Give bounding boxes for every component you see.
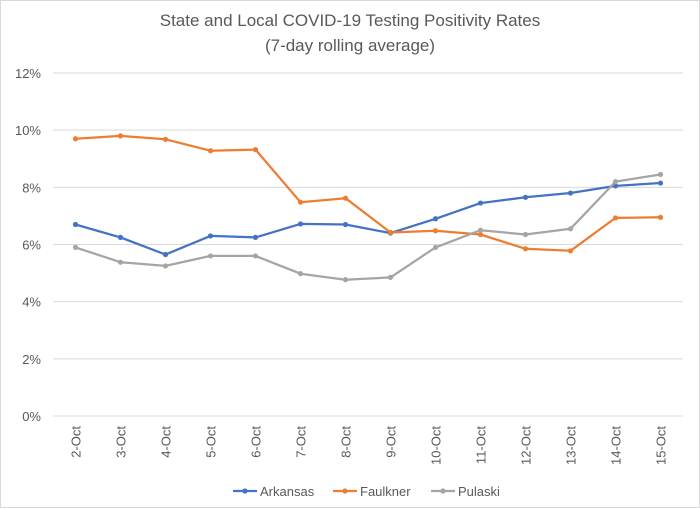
- data-point-arkansas: [72, 221, 79, 228]
- x-tick-label: 14-Oct: [609, 426, 624, 465]
- chart-title: State and Local COVID-19 Testing Positiv…: [160, 11, 540, 30]
- data-point-pulaski: [387, 274, 394, 280]
- data-point-pulaski: [207, 253, 214, 259]
- data-point-arkansas: [477, 200, 484, 206]
- data-point-pulaski: [432, 244, 439, 250]
- x-tick-label: 15-Oct: [654, 426, 669, 465]
- series-line-pulaski: [75, 173, 661, 281]
- y-tick-label: 4%: [22, 295, 41, 310]
- legend-label-arkansas: Arkansas: [260, 484, 315, 499]
- gridlines: [53, 72, 683, 417]
- data-point-arkansas: [342, 221, 349, 228]
- data-point-pulaski: [612, 179, 619, 185]
- data-point-pulaski: [72, 244, 79, 250]
- data-point-faulkner: [432, 228, 439, 234]
- legend-marker-faulkner: [342, 488, 348, 494]
- data-point-faulkner: [477, 231, 484, 238]
- data-point-pulaski: [477, 227, 484, 233]
- legend-marker-pulaski: [440, 488, 446, 494]
- x-tick-label: 2-Oct: [69, 426, 84, 458]
- x-tick-label: 6-Oct: [249, 426, 264, 458]
- data-point-arkansas: [432, 216, 439, 222]
- data-point-arkansas: [207, 233, 214, 239]
- data-point-arkansas: [117, 234, 124, 240]
- series-lines: [72, 133, 664, 283]
- data-point-faulkner: [567, 248, 574, 254]
- y-axis-tick-labels: 0% 2% 4% 6% 8% 10% 12%: [15, 66, 41, 424]
- data-point-faulkner: [297, 199, 304, 205]
- y-tick-label: 6%: [22, 238, 41, 253]
- series-line-faulkner: [75, 134, 661, 252]
- legend-label-pulaski: Pulaski: [458, 484, 500, 499]
- data-point-faulkner: [207, 148, 214, 154]
- x-tick-label: 5-Oct: [204, 426, 219, 458]
- data-point-arkansas: [162, 251, 169, 258]
- data-point-pulaski: [657, 171, 664, 178]
- data-point-faulkner: [252, 147, 259, 153]
- chart-subtitle: (7-day rolling average): [265, 36, 435, 55]
- y-tick-label: 2%: [22, 352, 41, 367]
- data-point-pulaski: [162, 263, 169, 269]
- legend-label-faulkner: Faulkner: [360, 484, 411, 499]
- y-tick-label: 12%: [15, 66, 41, 81]
- data-point-faulkner: [117, 133, 124, 139]
- y-tick-label: 10%: [15, 123, 41, 138]
- x-tick-label: 4-Oct: [159, 426, 174, 458]
- data-point-arkansas: [612, 183, 619, 189]
- x-tick-label: 13-Oct: [564, 426, 579, 465]
- data-point-faulkner: [522, 246, 529, 252]
- x-tick-label: 9-Oct: [384, 426, 399, 458]
- data-point-faulkner: [657, 214, 664, 220]
- data-point-pulaski: [297, 271, 304, 277]
- data-point-faulkner: [612, 215, 619, 221]
- data-point-pulaski: [252, 253, 259, 259]
- data-point-arkansas: [297, 221, 304, 227]
- x-tick-label: 8-Oct: [339, 426, 354, 458]
- data-point-arkansas: [657, 180, 664, 186]
- data-point-faulkner: [342, 195, 349, 201]
- data-point-pulaski: [117, 259, 124, 265]
- legend-marker-arkansas: [242, 488, 248, 494]
- data-point-faulkner: [387, 229, 394, 236]
- series-line-arkansas: [75, 181, 661, 256]
- legend: Arkansas Faulkner Pulaski: [233, 484, 500, 499]
- x-tick-label: 10-Oct: [429, 426, 444, 465]
- data-point-faulkner: [162, 136, 169, 142]
- data-point-pulaski: [342, 277, 349, 283]
- data-point-pulaski: [567, 226, 574, 232]
- x-tick-label: 3-Oct: [114, 426, 129, 458]
- y-tick-label: 0%: [22, 409, 41, 424]
- x-tick-label: 7-Oct: [294, 426, 309, 458]
- data-point-faulkner: [72, 136, 79, 142]
- data-point-pulaski: [522, 231, 529, 238]
- x-tick-label: 12-Oct: [519, 426, 534, 465]
- y-tick-label: 8%: [22, 180, 41, 195]
- x-tick-label: 11-Oct: [474, 426, 489, 464]
- data-point-arkansas: [252, 234, 259, 240]
- data-point-arkansas: [522, 194, 529, 200]
- x-axis-tick-labels: 2-Oct 3-Oct 4-Oct 5-Oct 6-Oct 7-Oct 8-Oct 9-Oct…: [69, 426, 669, 465]
- data-point-arkansas: [567, 190, 574, 196]
